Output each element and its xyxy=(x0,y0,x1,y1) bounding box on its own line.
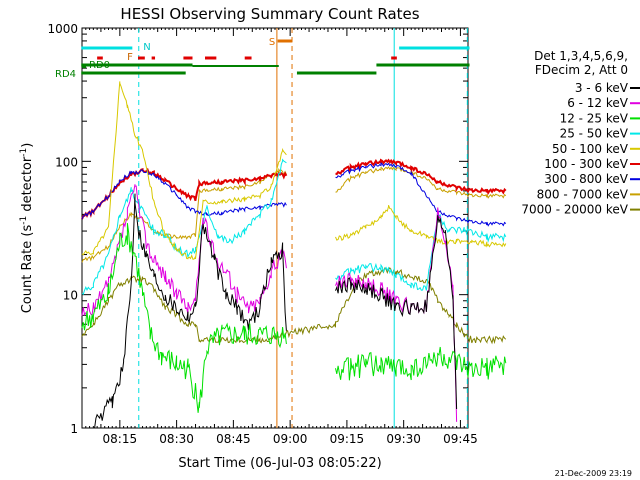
legend: Det 1,3,4,5,6,9,FDecim 2, Att 0 3 - 6 keV… xyxy=(521,49,640,217)
legend-header-line: Det 1,3,4,5,6,9, xyxy=(534,49,628,63)
series-300-800-kev-line xyxy=(81,169,287,220)
plot-frame xyxy=(81,27,469,429)
series-50-100-kev-line xyxy=(335,205,507,248)
x-tick-label: 08:30 xyxy=(159,432,194,446)
legend-entry: 25 - 50 keV xyxy=(560,127,629,141)
series-3-6-kev-line xyxy=(335,215,458,410)
series-800-7000-kev-line xyxy=(335,166,507,199)
y-tick-label: 1 xyxy=(70,422,78,436)
marker-lines xyxy=(138,28,468,428)
chart-title: HESSI Observing Summary Count Rates xyxy=(120,5,419,23)
series-50-100-kev-line xyxy=(81,81,287,261)
x-tick-label: 09:15 xyxy=(330,432,365,446)
legend-entry: 3 - 6 keV xyxy=(575,81,629,95)
series-lines xyxy=(81,81,507,429)
flag-bars: RD0 RD4 FN S xyxy=(55,37,470,80)
x-tick-label: 09:30 xyxy=(386,432,421,446)
legend-entry: 300 - 800 keV xyxy=(544,172,628,186)
y-tick-label: 10 xyxy=(63,289,78,303)
series-100-300-kev-line xyxy=(335,158,507,196)
x-tick-label: 08:45 xyxy=(216,432,251,446)
series-800-7000-kev-line xyxy=(81,168,287,263)
legend-entry: 12 - 25 keV xyxy=(560,111,629,125)
y-tick-label: 1000 xyxy=(47,22,78,36)
legend-entry: 7000 - 20000 keV xyxy=(521,203,628,217)
series-12-25-kev-line xyxy=(335,346,507,381)
x-tick-label: 09:45 xyxy=(443,432,478,446)
x-axis-label: Start Time (06-Jul-03 08:05:22) xyxy=(178,456,381,471)
flag-label-rd4: RD4 xyxy=(55,69,76,80)
flag-label-n: N xyxy=(143,42,150,53)
x-tick-label: 09:00 xyxy=(273,432,308,446)
axis-ticks: 08:15 08:30 08:45 09:00 09:15 09:30 09:45 1 10 10… xyxy=(47,22,477,446)
flag-marker xyxy=(82,64,86,68)
y-tick-label: 100 xyxy=(55,155,78,169)
series-6-12-kev-line xyxy=(335,207,458,422)
legend-entry: 100 - 300 keV xyxy=(544,157,628,171)
series-3-6-kev-line xyxy=(93,193,287,429)
flag-label-s: S xyxy=(269,37,275,48)
y-axis-label: Count Rate (s-1 detector-1) xyxy=(19,143,35,314)
flag-label-f: F xyxy=(127,52,133,63)
series-25-50-kev-line xyxy=(335,212,507,291)
legend-header-line: FDecim 2, Att 0 xyxy=(535,63,628,77)
flag-label-rd0: RD0 xyxy=(89,60,110,71)
legend-entry: 50 - 100 keV xyxy=(552,142,629,156)
footer-date: 21-Dec-2009 23:19 xyxy=(555,469,632,478)
series-6-12-kev-line xyxy=(81,184,287,317)
series-300-800-kev-line xyxy=(335,162,507,227)
legend-entry: 6 - 12 keV xyxy=(567,96,629,110)
series-7000-20000-kev-line xyxy=(81,267,507,345)
series-25-50-kev-line xyxy=(81,158,287,296)
series-12-25-kev-line xyxy=(81,223,287,413)
x-tick-label: 08:15 xyxy=(103,432,138,446)
legend-entry: 800 - 7000 keV xyxy=(537,187,629,201)
